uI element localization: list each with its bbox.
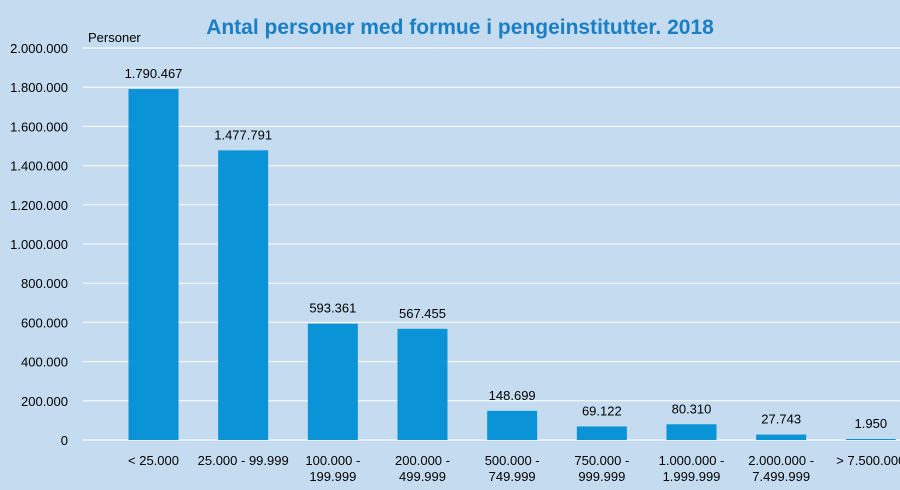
data-label: 80.310 bbox=[672, 401, 712, 416]
y-tick-label: 1.000.000 bbox=[10, 237, 68, 252]
y-tick-label: 800.000 bbox=[21, 276, 68, 291]
x-tick-label: 2.000.000 -7.499.999 bbox=[748, 453, 814, 484]
y-tick-label: 600.000 bbox=[21, 315, 68, 330]
gridlines bbox=[83, 47, 900, 441]
category-labels: < 25.000 25.000 - 99.999 100.000 -199.999 2… bbox=[128, 453, 900, 484]
y-tick-label: 1.400.000 bbox=[10, 159, 68, 174]
bars bbox=[128, 89, 896, 440]
data-label: 1.477.791 bbox=[214, 127, 272, 142]
y-tick-label: 1.800.000 bbox=[10, 80, 68, 95]
bar bbox=[397, 328, 448, 440]
data-label: 593.361 bbox=[309, 301, 356, 316]
y-tick-label: 400.000 bbox=[21, 355, 68, 370]
y-tick-label: 0 bbox=[61, 433, 68, 448]
bar bbox=[487, 410, 538, 440]
data-labels: 1.790.467 1.477.791 593.361 567.455 148.699 6… bbox=[125, 66, 888, 431]
x-tick-label: 200.000 -499.999 bbox=[395, 453, 450, 484]
bar bbox=[576, 426, 627, 440]
chart-title: Antal personer med formue i pengeinstitu… bbox=[206, 16, 714, 39]
y-axis-label: Personer bbox=[88, 30, 141, 45]
x-tick-label: < 25.000 bbox=[128, 453, 179, 468]
bar bbox=[845, 439, 896, 440]
data-label: 1.790.467 bbox=[125, 66, 183, 81]
bar bbox=[666, 424, 717, 440]
y-axis-ticks: 0 200.000 400.000 600.000 800.000 1.000.000 1.… bbox=[10, 41, 68, 448]
bar bbox=[218, 150, 269, 440]
data-label: 1.950 bbox=[855, 416, 888, 431]
x-tick-label: > 7.500.000 bbox=[836, 453, 900, 468]
y-tick-label: 1.600.000 bbox=[10, 119, 68, 134]
data-label: 148.699 bbox=[489, 388, 536, 403]
x-tick-label: 100.000 -199.999 bbox=[305, 453, 360, 484]
bar bbox=[307, 323, 358, 440]
x-tick-label: 25.000 - 99.999 bbox=[198, 453, 289, 468]
x-tick-label: 1.000.000 -1.999.999 bbox=[659, 453, 725, 484]
y-tick-label: 2.000.000 bbox=[10, 41, 68, 56]
x-tick-label: 500.000 -749.999 bbox=[485, 453, 540, 484]
bar bbox=[128, 89, 179, 440]
x-tick-label: 750.000 -999.999 bbox=[574, 453, 629, 484]
data-label: 27.743 bbox=[761, 412, 801, 427]
bar bbox=[756, 434, 807, 440]
y-tick-label: 1.200.000 bbox=[10, 198, 68, 213]
data-label: 567.455 bbox=[399, 306, 446, 321]
y-tick-label: 200.000 bbox=[21, 394, 68, 409]
data-label: 69.122 bbox=[582, 403, 622, 418]
